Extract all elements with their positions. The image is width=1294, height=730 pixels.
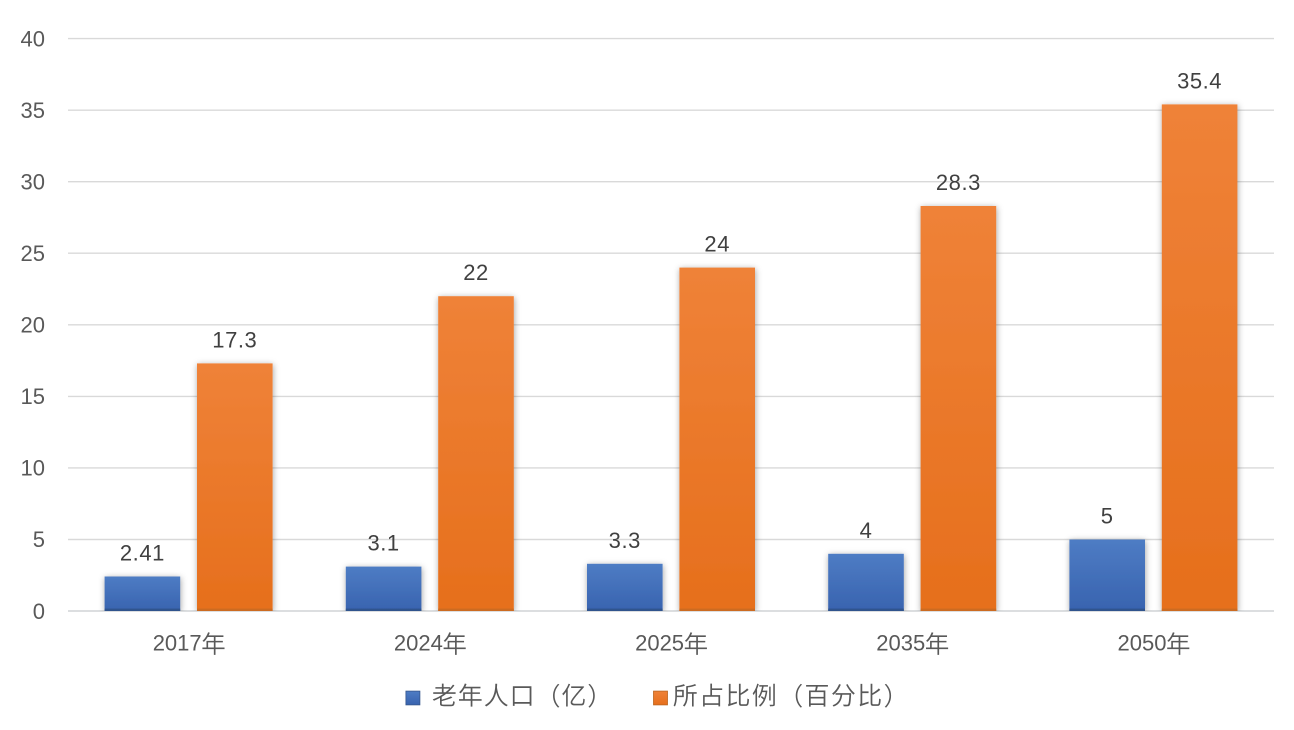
svg-text:3.1: 3.1 bbox=[367, 531, 399, 556]
svg-text:3.3: 3.3 bbox=[609, 528, 641, 553]
svg-text:24: 24 bbox=[704, 232, 730, 257]
svg-text:15: 15 bbox=[21, 384, 45, 409]
svg-text:17.3: 17.3 bbox=[212, 327, 257, 352]
svg-text:40: 40 bbox=[21, 26, 45, 51]
svg-text:4: 4 bbox=[860, 518, 873, 543]
svg-text:2.41: 2.41 bbox=[120, 541, 165, 566]
svg-text:28.3: 28.3 bbox=[936, 170, 981, 195]
svg-text:35.4: 35.4 bbox=[1177, 68, 1222, 93]
svg-text:25: 25 bbox=[21, 241, 45, 266]
svg-text:2035: 2035 bbox=[876, 631, 925, 656]
svg-text:22: 22 bbox=[463, 260, 489, 285]
svg-text:2050: 2050 bbox=[1118, 631, 1167, 656]
svg-text:0: 0 bbox=[33, 599, 45, 624]
svg-text:2025: 2025 bbox=[635, 631, 684, 656]
svg-text:10: 10 bbox=[21, 456, 45, 481]
svg-text:30: 30 bbox=[21, 170, 45, 195]
svg-text:2024: 2024 bbox=[394, 631, 443, 656]
svg-text:5: 5 bbox=[1101, 504, 1114, 529]
svg-text:2017: 2017 bbox=[153, 631, 202, 656]
svg-text:5: 5 bbox=[33, 527, 45, 552]
svg-text:35: 35 bbox=[21, 98, 45, 123]
svg-text:20: 20 bbox=[21, 313, 45, 338]
